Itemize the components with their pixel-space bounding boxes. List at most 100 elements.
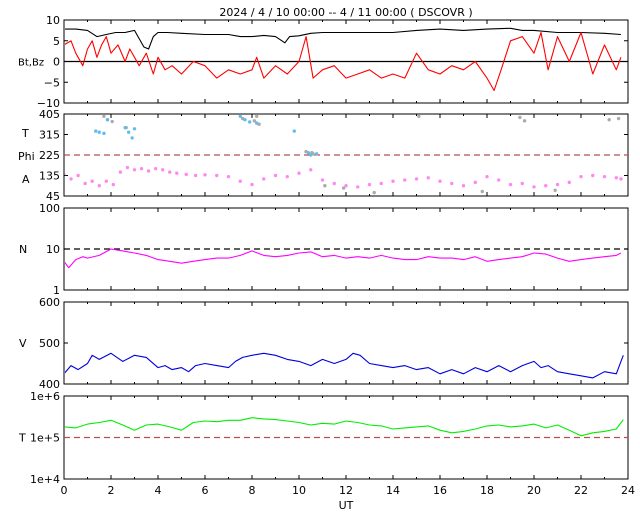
data-point-T (309, 153, 313, 157)
data-point-T (255, 121, 259, 125)
y-tick-label: 600 (39, 296, 60, 309)
x-tick-label: 10 (292, 484, 306, 497)
data-point-A (320, 178, 325, 182)
y-axis-label: A (22, 173, 30, 186)
data-point-A (426, 176, 430, 180)
data-point-Phi (372, 190, 376, 195)
data-point-Phi (518, 115, 522, 120)
x-tick-label: 2 (108, 484, 115, 497)
y-tick-label: 405 (39, 108, 60, 121)
series-line (65, 248, 622, 269)
series-group (65, 115, 623, 195)
data-point-T (314, 152, 319, 156)
y-tick-label: 0 (53, 56, 60, 69)
data-point-A (125, 165, 130, 170)
y-axis-label: V (19, 337, 27, 350)
y-tick-label: 5 (53, 35, 60, 48)
data-point-A (508, 182, 513, 187)
data-point-A (461, 184, 466, 188)
data-point-A (226, 174, 231, 179)
panel-speed: 600 500 400 V (19, 296, 629, 391)
panel-angles: 405 315 225 135 45 T Phi A (18, 108, 629, 203)
data-point-Phi (480, 189, 484, 194)
chart-title: 2024 / 4 / 10 00:00 -- 4 / 11 00:00 ( DS… (219, 6, 472, 19)
data-point-A (153, 166, 158, 171)
series-group (65, 27, 622, 92)
y-tick-label: 1e+6 (30, 390, 60, 403)
data-point-A (69, 177, 73, 181)
panel-density: 100 10 1 N (19, 202, 629, 297)
data-point-A (285, 174, 289, 179)
y-tick-label: 1e+5 (30, 432, 60, 445)
panel-frame (63, 301, 629, 385)
data-point-Phi (522, 119, 527, 123)
data-point-A (139, 166, 144, 171)
panels: 10 5 0 −5 −10 Bt,Bz 405 315 225 135 45 T Phi A 100 10 1 N… (18, 14, 629, 486)
data-point-A (97, 184, 101, 188)
y-tick-label: 100 (39, 202, 60, 215)
y-axis-label: Phi (18, 150, 35, 163)
y-tick-label: 1e+4 (30, 473, 60, 486)
data-point-A (485, 174, 489, 179)
data-point-A (83, 181, 87, 186)
x-tick-label: 22 (574, 484, 588, 497)
data-point-A (614, 176, 618, 180)
data-point-A (161, 168, 165, 172)
data-point-A (250, 182, 254, 187)
x-axis-label: UT (339, 499, 354, 512)
x-tick-labels: 0 2 4 6 8 10 12 14 16 18 20 22 24 (61, 484, 636, 497)
y-tick-label: 10 (46, 243, 60, 256)
data-point-A (193, 173, 198, 178)
x-tick-label: 18 (480, 484, 494, 497)
data-point-A (356, 185, 360, 189)
data-point-T (97, 130, 101, 134)
data-point-A (104, 179, 109, 183)
y-axis-label: T (18, 432, 26, 445)
data-point-A (215, 173, 219, 178)
data-point-T (94, 129, 98, 133)
data-point-T (126, 130, 131, 134)
data-point-A (332, 181, 336, 186)
series-line (65, 417, 624, 437)
y-tick-label: 500 (39, 337, 60, 350)
y-tick-label: 45 (46, 190, 60, 203)
y-tick-label: 225 (39, 149, 60, 162)
y-axis-label: N (19, 243, 27, 256)
series-line (65, 31, 622, 92)
x-tick-label: 20 (527, 484, 541, 497)
y-tick-label: 1 (53, 284, 60, 297)
series-group (65, 352, 624, 379)
data-point-A (262, 177, 266, 181)
data-point-Phi (553, 188, 557, 193)
data-point-T (105, 117, 110, 122)
series-line (65, 352, 624, 379)
data-point-A (238, 179, 242, 183)
data-point-Phi (417, 115, 421, 118)
panel-temperature: 1e+6 1e+5 1e+4 T (18, 390, 629, 486)
data-point-T (247, 120, 252, 124)
data-point-T (243, 117, 247, 122)
x-tick-label: 4 (155, 484, 162, 497)
data-point-A (146, 169, 151, 173)
data-point-T (102, 131, 106, 136)
data-point-A (344, 184, 348, 188)
data-point-Phi (110, 119, 114, 124)
data-point-A (132, 168, 137, 172)
y-axis-label: Bt,Bz (18, 58, 44, 69)
x-tick-label: 6 (202, 484, 209, 497)
series-group (65, 417, 624, 437)
data-point-A (273, 173, 278, 178)
data-point-A (168, 170, 172, 174)
x-tick-label: 14 (386, 484, 400, 497)
data-point-T (306, 151, 311, 155)
data-point-Phi (252, 119, 257, 123)
data-point-A (555, 182, 560, 187)
x-tick-label: 12 (339, 484, 353, 497)
y-tick-label: −5 (44, 76, 60, 89)
y-tick-label: −10 (37, 97, 60, 110)
data-point-A (619, 177, 623, 181)
data-point-A (591, 173, 595, 178)
data-point-A (184, 172, 188, 177)
data-point-A (90, 179, 94, 183)
